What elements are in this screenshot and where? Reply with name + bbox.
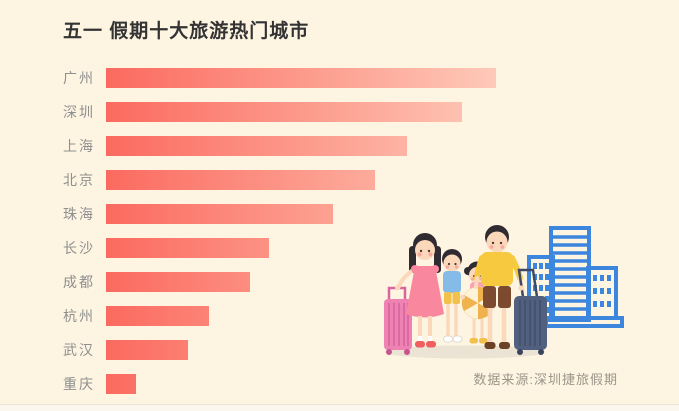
city-label: 武汉 — [63, 342, 95, 358]
chart-row: 深圳 — [63, 95, 623, 129]
city-label: 成都 — [63, 274, 95, 290]
family-travelers-illustration — [384, 225, 624, 359]
city-bar — [106, 238, 269, 258]
page-title: 五一 假期十大旅游热门城市 — [63, 21, 310, 42]
chart-row: 广州 — [63, 61, 623, 95]
pink-suitcase-icon — [384, 286, 412, 355]
city-label: 长沙 — [63, 240, 95, 256]
city-bar — [106, 272, 250, 292]
boy-figure — [442, 249, 463, 343]
city-bar — [106, 136, 407, 156]
city-label: 广州 — [63, 70, 95, 86]
city-bar — [106, 102, 462, 122]
city-label: 珠海 — [63, 206, 95, 222]
city-bar — [106, 204, 333, 224]
data-source-label: 数据来源:深圳捷旅假期 — [473, 372, 618, 387]
city-label: 深圳 — [63, 104, 95, 120]
city-bar — [106, 68, 496, 88]
chart-row: 北京 — [63, 163, 623, 197]
navy-suitcase-icon — [514, 268, 547, 355]
chart-row: 杭州 — [63, 299, 623, 333]
chart-row: 长沙 — [63, 231, 623, 265]
city-label: 北京 — [63, 172, 95, 188]
chart-row: 重庆 — [63, 367, 623, 401]
mother-figure — [394, 233, 444, 348]
city-bar — [106, 340, 188, 360]
chart-row: 成都 — [63, 265, 623, 299]
chart-row: 珠海 — [63, 197, 623, 231]
city-label: 上海 — [63, 138, 95, 154]
city-bar — [106, 306, 209, 326]
city-label: 重庆 — [63, 376, 95, 392]
city-bar — [106, 374, 136, 394]
city-label: 杭州 — [63, 308, 95, 324]
chart-row: 武汉 — [63, 333, 623, 367]
bottom-divider — [0, 404, 679, 411]
chart-row: 上海 — [63, 129, 623, 163]
city-bar — [106, 170, 375, 190]
bar-chart: 广州 深圳 上海 北京 珠海 长沙 成都 — [63, 61, 623, 401]
